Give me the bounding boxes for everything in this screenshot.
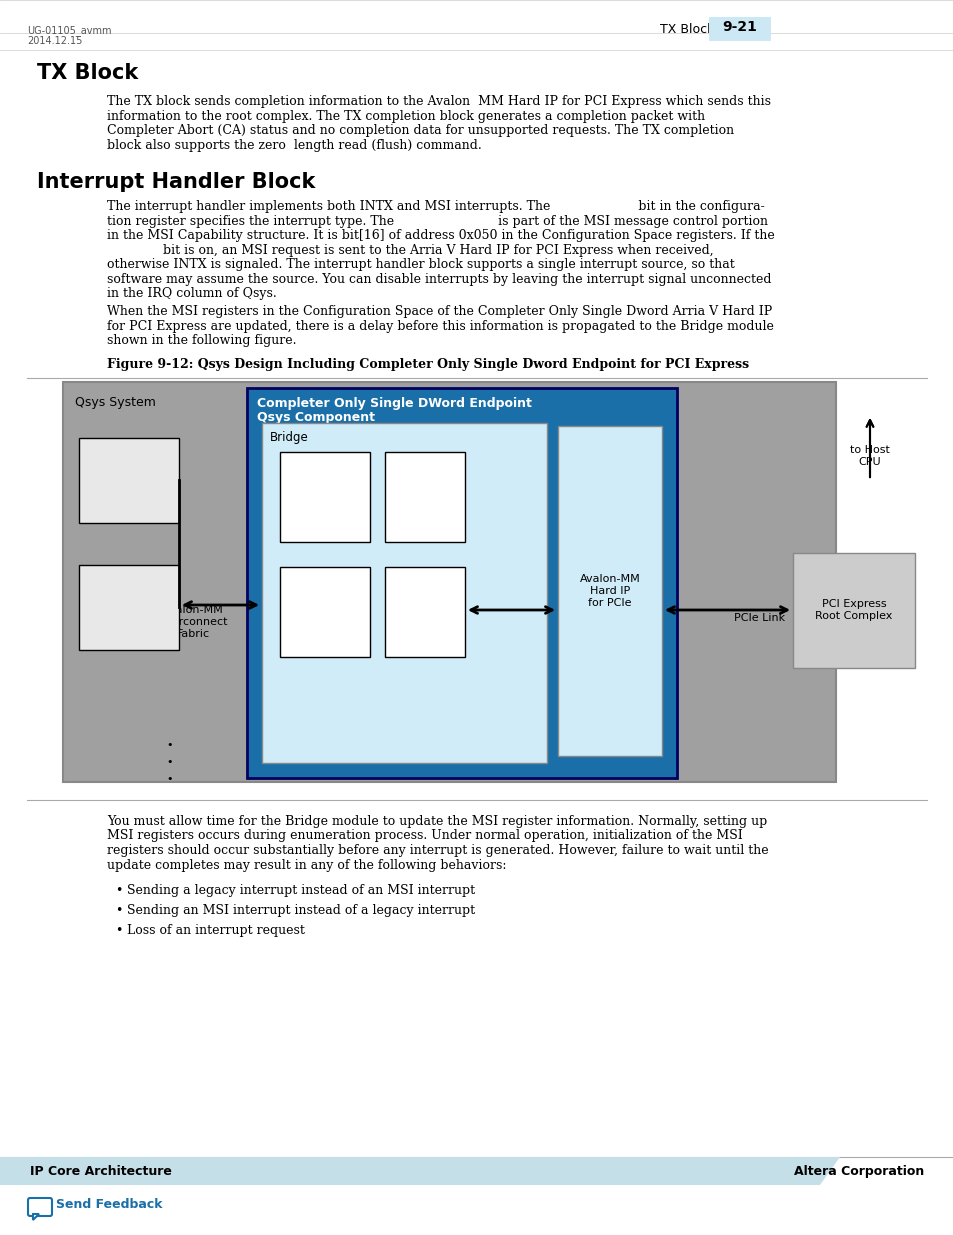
Text: Qsys System: Qsys System (75, 396, 155, 409)
Text: •: • (167, 757, 173, 767)
Bar (262, 424, 546, 763)
Text: 2014.12.15: 2014.12.15 (27, 36, 82, 46)
Text: block also supports the zero  length read (flush) command.: block also supports the zero length read… (107, 138, 481, 152)
Polygon shape (33, 1214, 39, 1220)
Text: Avalon-MM
Hard IP
for PCIe: Avalon-MM Hard IP for PCIe (579, 574, 639, 608)
Text: update completes may result in any of the following behaviors:: update completes may result in any of th… (107, 858, 506, 872)
Polygon shape (0, 1157, 840, 1186)
Text: The TX block sends completion information to the Avalon  MM Hard IP for PCI Expr: The TX block sends completion informatio… (107, 95, 770, 107)
Text: RX Block: RX Block (401, 492, 448, 501)
Text: Send Feedback: Send Feedback (56, 1198, 162, 1212)
Text: Interconnect: Interconnect (157, 618, 228, 627)
Text: Sending an MSI interrupt instead of a legacy interrupt: Sending an MSI interrupt instead of a le… (127, 904, 475, 918)
Text: Altera Corporation: Altera Corporation (793, 1165, 923, 1178)
Bar (247, 388, 677, 778)
Text: registers should occur substantially before any interrupt is generated. However,: registers should occur substantially bef… (107, 844, 768, 857)
Text: Qsys Component: Qsys Component (256, 411, 375, 424)
Text: Avalon-MM
Slave: Avalon-MM Slave (101, 469, 157, 490)
Text: UG-01105_avmm: UG-01105_avmm (27, 25, 112, 36)
Bar (79, 438, 179, 522)
Text: When the MSI registers in the Configuration Space of the Completer Only Single D: When the MSI registers in the Configurat… (107, 305, 771, 317)
Text: Completer Only Single DWord Endpoint: Completer Only Single DWord Endpoint (256, 396, 532, 410)
Text: information to the root complex. The TX completion block generates a completion : information to the root complex. The TX … (107, 110, 704, 122)
Text: bit is on, an MSI request is sent to the Arria V Hard IP for PCI Express when re: bit is on, an MSI request is sent to the… (107, 243, 713, 257)
Text: in the MSI Capability structure. It is bit[16] of address 0x050 in the Configura: in the MSI Capability structure. It is b… (107, 228, 774, 242)
Text: •: • (167, 774, 173, 784)
Bar (280, 452, 370, 542)
Text: Interrupt
Handler: Interrupt Handler (301, 601, 348, 622)
Text: •: • (115, 904, 122, 918)
Bar (63, 382, 835, 782)
Text: in the IRQ column of Qsys.: in the IRQ column of Qsys. (107, 287, 276, 300)
Text: MSI registers occurs during enumeration process. Under normal operation, initial: MSI registers occurs during enumeration … (107, 830, 742, 842)
Bar (558, 426, 661, 756)
Text: TX Block: TX Block (37, 63, 138, 83)
Text: otherwise INTX is signaled. The interrupt handler block supports a single interr: otherwise INTX is signaled. The interrup… (107, 258, 734, 270)
Text: Avalon-MM
Slave: Avalon-MM Slave (101, 597, 157, 618)
Text: IP Core Architecture: IP Core Architecture (30, 1165, 172, 1178)
Text: Interrupt Handler Block: Interrupt Handler Block (37, 172, 315, 191)
Text: Completer Abort (CA) status and no completion data for unsupported requests. The: Completer Abort (CA) status and no compl… (107, 124, 734, 137)
Text: to Host
CPU: to Host CPU (849, 445, 889, 467)
Text: You must allow time for the Bridge module to update the MSI register information: You must allow time for the Bridge modul… (107, 815, 766, 827)
Text: Avalon-MM: Avalon-MM (162, 605, 223, 615)
Text: tion register specifies the interrupt type. The                          is part: tion register specifies the interrupt ty… (107, 215, 767, 227)
Text: Figure 9-12: Qsys Design Including Completer Only Single Dword Endpoint for PCI : Figure 9-12: Qsys Design Including Compl… (107, 358, 748, 370)
Bar (385, 567, 464, 657)
Text: •: • (115, 924, 122, 937)
Bar (79, 564, 179, 650)
Text: Fabric: Fabric (176, 629, 210, 638)
Bar (708, 17, 770, 41)
Text: The interrupt handler implements both INTX and MSI interrupts. The              : The interrupt handler implements both IN… (107, 200, 764, 212)
Text: Bridge: Bridge (270, 431, 309, 445)
Text: Avalon-MM
Master RX: Avalon-MM Master RX (296, 487, 353, 508)
Text: •: • (115, 884, 122, 897)
Text: Sending a legacy interrupt instead of an MSI interrupt: Sending a legacy interrupt instead of an… (127, 884, 475, 897)
Text: shown in the following figure.: shown in the following figure. (107, 333, 296, 347)
Bar (792, 553, 914, 668)
Text: Loss of an interrupt request: Loss of an interrupt request (127, 924, 305, 937)
Bar (385, 452, 464, 542)
Text: TX Block: TX Block (402, 606, 447, 618)
Text: PCIe Link: PCIe Link (734, 613, 784, 622)
Text: PCI Express
Root Complex: PCI Express Root Complex (815, 599, 892, 621)
Text: •: • (167, 740, 173, 750)
Text: for PCI Express are updated, there is a delay before this information is propaga: for PCI Express are updated, there is a … (107, 320, 773, 332)
Text: 9-21: 9-21 (721, 20, 757, 35)
Bar (280, 567, 370, 657)
Text: TX Block: TX Block (659, 23, 714, 36)
Text: software may assume the source. You can disable interrupts by leaving the interr: software may assume the source. You can … (107, 273, 771, 285)
